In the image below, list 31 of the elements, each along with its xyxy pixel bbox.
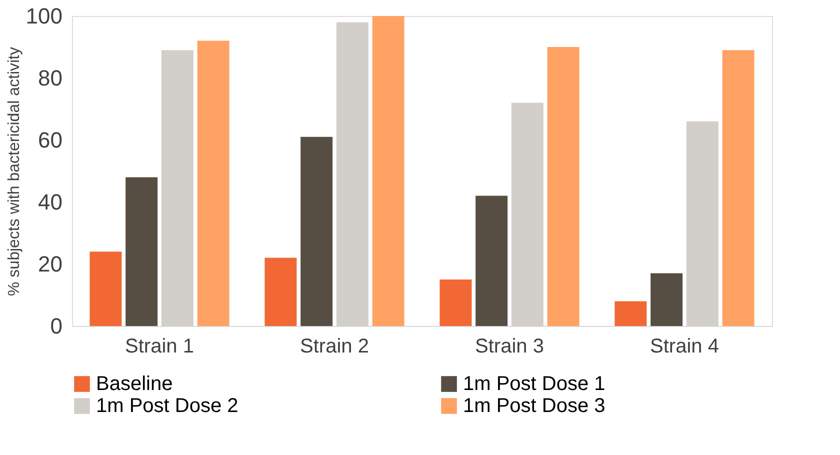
y-tick-label: 60 (38, 128, 62, 152)
bar (336, 22, 368, 326)
bar (476, 196, 508, 326)
bar (511, 102, 544, 326)
bar (126, 177, 158, 326)
y-tick-label: 40 (38, 190, 62, 214)
x-tick-label: Strain 3 (475, 336, 544, 358)
bar (161, 50, 194, 326)
legend-label: 1m Post Dose 3 (463, 395, 606, 417)
x-tick-label: Strain 2 (300, 336, 369, 358)
bar (547, 47, 580, 326)
bar (372, 16, 404, 326)
bar (686, 121, 718, 326)
y-axis-title: % subjects with bactericidal activity (6, 47, 23, 296)
bar (650, 273, 683, 326)
bar (614, 301, 647, 326)
legend-label: Baseline (96, 373, 173, 395)
y-tick-label: 100 (26, 4, 62, 28)
x-tick-label: Strain 4 (650, 336, 719, 358)
bar (722, 50, 754, 326)
y-tick-label: 80 (38, 66, 62, 90)
y-tick-label: 0 (50, 314, 62, 338)
y-tick-label: 20 (38, 252, 62, 276)
bar (264, 258, 297, 326)
x-tick-label: Strain 1 (125, 336, 194, 358)
legend-label: 1m Post Dose 2 (96, 395, 238, 417)
bar (90, 252, 122, 326)
bar (440, 280, 472, 326)
legend-label: 1m Post Dose 1 (463, 373, 606, 395)
bar (300, 136, 333, 326)
bar (197, 40, 230, 326)
